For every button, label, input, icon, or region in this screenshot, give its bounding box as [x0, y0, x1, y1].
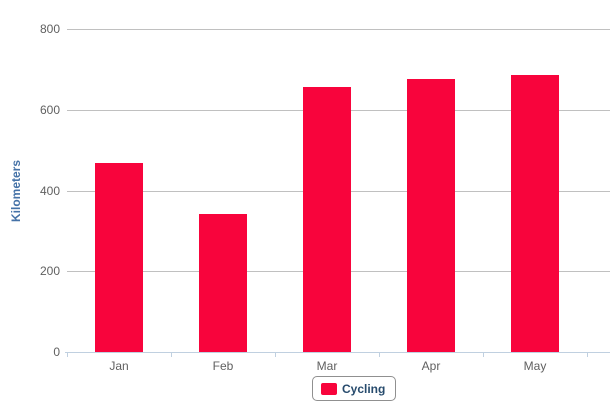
x-axis-tick: [379, 352, 380, 357]
legend: Cycling: [312, 376, 397, 401]
x-axis-line: [65, 352, 610, 353]
x-axis-tick: [587, 352, 588, 357]
x-axis-tick: [67, 352, 68, 357]
x-tick-label-may: May: [523, 359, 547, 373]
bar-may[interactable]: [511, 75, 559, 352]
y-tick-label-200: 200: [39, 264, 60, 279]
x-tick-label-apr: Apr: [421, 359, 441, 373]
legend-swatch-icon: [321, 382, 337, 395]
y-tick-label-0: 0: [53, 345, 60, 359]
bar-jan[interactable]: [95, 163, 143, 352]
x-axis-tick: [171, 352, 172, 357]
bar-apr[interactable]: [407, 78, 455, 352]
y-tick-label-400: 400: [39, 183, 60, 198]
x-tick-label-jan: Jan: [109, 359, 129, 373]
x-axis-tick: [483, 352, 484, 357]
y-tick-label-600: 600: [39, 102, 60, 117]
gridline-800: [67, 29, 610, 30]
legend-item-cycling[interactable]: Cycling: [321, 382, 385, 396]
x-tick-label-mar: Mar: [316, 359, 338, 373]
bar-mar[interactable]: [303, 86, 351, 352]
x-tick-label-feb: Feb: [212, 359, 234, 373]
x-axis-tick: [275, 352, 276, 357]
bar-feb[interactable]: [199, 213, 247, 352]
legend-label: Cycling: [342, 381, 386, 396]
y-tick-label-800: 800: [39, 22, 60, 36]
